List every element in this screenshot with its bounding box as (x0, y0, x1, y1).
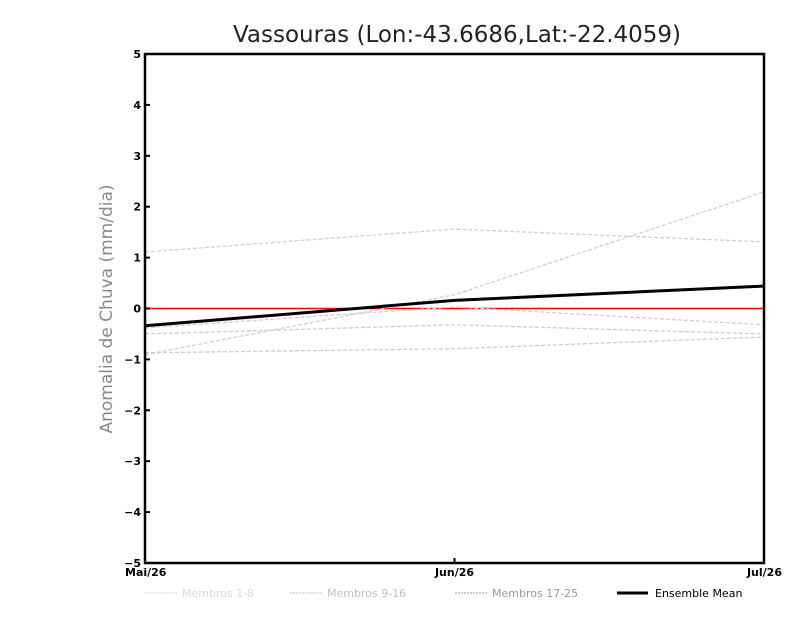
x-tick-label: Mai/26 (125, 566, 167, 579)
legend-label-1: Membros 9-16 (327, 587, 406, 600)
y-axis-label: Anomalia de Chuva (mm/dia) (97, 184, 117, 433)
y-tick-label: 5 (133, 48, 141, 61)
y-tick-label: −1 (124, 353, 141, 366)
legend-label-3: Ensemble Mean (655, 587, 742, 600)
y-tick-label: 0 (133, 303, 141, 316)
member-line-1 (144, 191, 765, 356)
chart-title: Vassouras (Lon:-43.6686,Lat:-22.4059) (233, 22, 681, 48)
member-line-3 (144, 324, 765, 335)
y-tick-label: 4 (133, 99, 141, 112)
member-line-0 (144, 228, 765, 253)
y-tick-label: 1 (133, 252, 141, 265)
y-tick-label: −5 (124, 557, 141, 570)
y-tick-label: 3 (133, 150, 141, 163)
legend-label-0: Membros 1-8 (182, 587, 254, 600)
y-tick-label: −4 (124, 506, 141, 519)
x-tick-label: Jun/26 (434, 566, 474, 579)
ensemble-mean-line (144, 284, 765, 328)
y-tick-label: 2 (133, 201, 141, 214)
legend-label-2: Membros 17-25 (492, 587, 578, 600)
x-tick-label: Jul/26 (746, 566, 782, 579)
member-line-4 (144, 336, 765, 354)
y-tick-label: −3 (124, 455, 141, 468)
y-tick-label: −2 (124, 404, 141, 417)
member-line-2 (144, 306, 765, 329)
